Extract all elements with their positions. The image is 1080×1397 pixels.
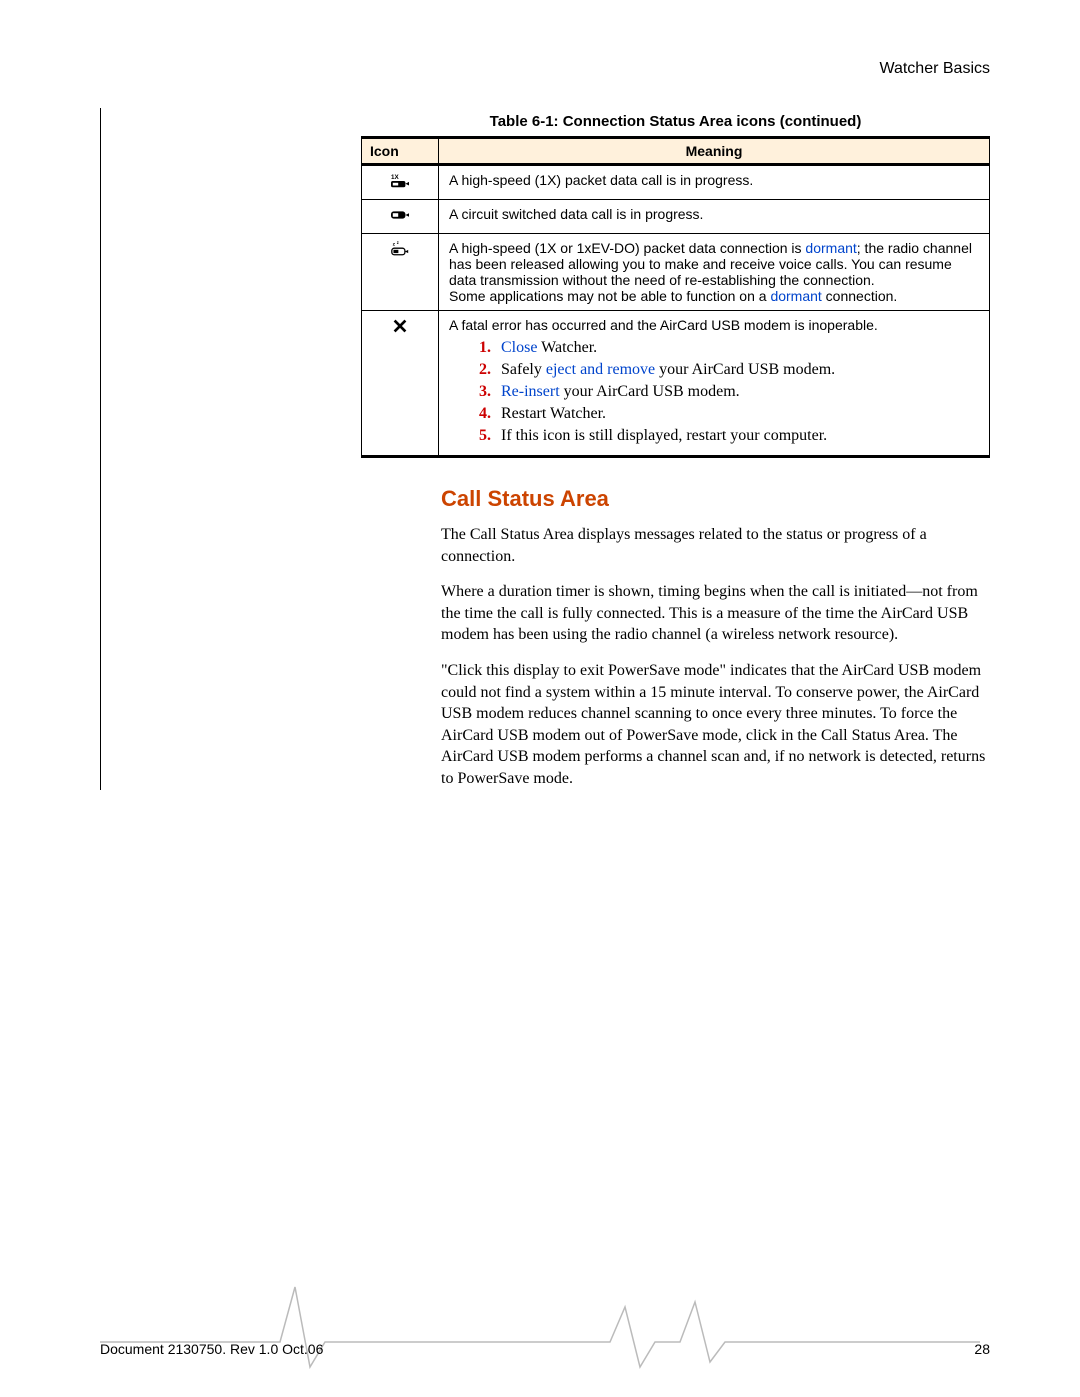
meaning-cell: A high-speed (1X or 1xEV-DO) packet data… (439, 234, 990, 311)
page-header: Watcher Basics (100, 60, 990, 78)
heartbeat-graphic (100, 1257, 980, 1377)
svg-text:1X: 1X (391, 174, 400, 181)
eject-link[interactable]: eject and remove (546, 361, 655, 378)
meaning-cell: A fatal error has occurred and the AirCa… (439, 311, 990, 457)
table-row: A circuit switched data call is in progr… (362, 200, 990, 234)
meaning-cell: A circuit switched data call is in progr… (439, 200, 990, 234)
svg-text:z: z (393, 243, 396, 248)
table-row: z z A high-speed (1X or 1xEV-DO) packet … (362, 234, 990, 311)
error-x-icon (389, 322, 411, 338)
table-row: A fatal error has occurred and the AirCa… (362, 311, 990, 457)
page-footer: Document 2130750. Rev 1.0 Oct.06 28 (100, 1341, 990, 1357)
svg-text:z: z (397, 240, 399, 245)
close-link[interactable]: Close (501, 339, 537, 356)
dormant-link[interactable]: dormant (770, 288, 821, 304)
page-number: 28 (974, 1341, 990, 1357)
table-row: 1X A high-speed (1X) packet data call is… (362, 165, 990, 200)
doc-id: Document 2130750. Rev 1.0 Oct.06 (100, 1341, 323, 1357)
col-icon: Icon (362, 138, 439, 165)
content-frame: Table 6-1: Connection Status Area icons … (100, 108, 990, 790)
body-paragraph: The Call Status Area displays messages r… (441, 524, 990, 567)
dormant-data-icon: z z (389, 245, 411, 261)
body-paragraph: Where a duration timer is shown, timing … (441, 581, 990, 646)
onex-data-icon: 1X (389, 177, 411, 193)
table-caption: Table 6-1: Connection Status Area icons … (361, 113, 990, 130)
body-paragraph: "Click this display to exit PowerSave mo… (441, 660, 990, 790)
circuit-data-icon (389, 211, 411, 227)
meaning-cell: A high-speed (1X) packet data call is in… (439, 165, 990, 200)
reinsert-link[interactable]: Re-insert (501, 383, 560, 400)
status-icons-table: Icon Meaning 1X (361, 136, 990, 458)
col-meaning: Meaning (439, 138, 990, 165)
dormant-link[interactable]: dormant (805, 240, 856, 256)
section-title: Call Status Area (441, 486, 990, 512)
